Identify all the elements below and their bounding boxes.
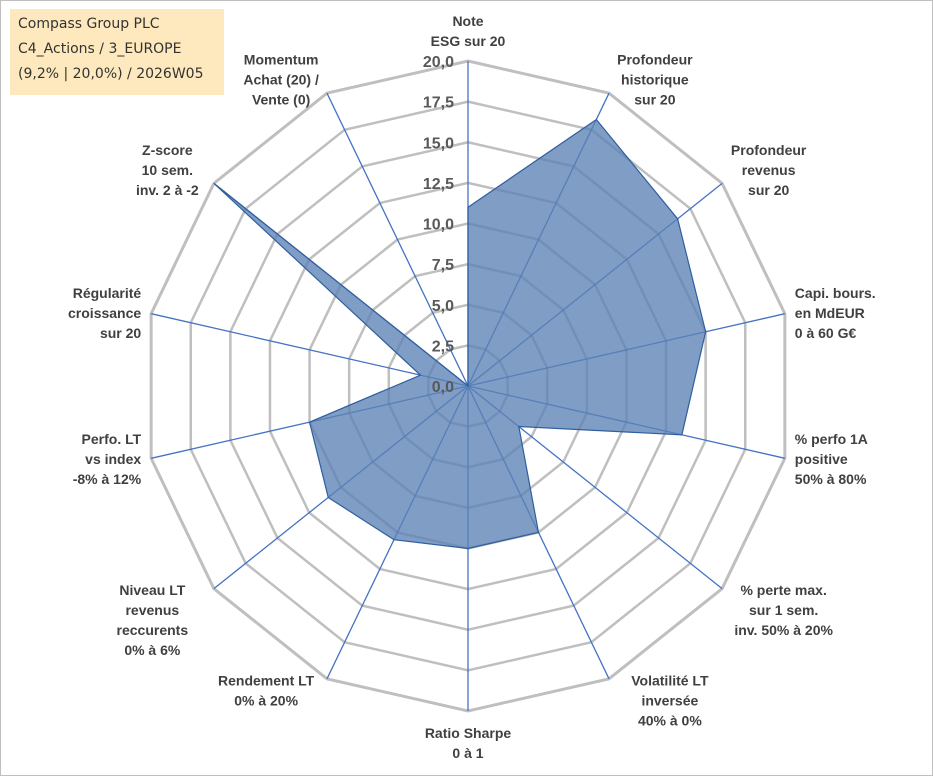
axis-label-line: Capi. bours. [795,285,876,301]
axis-label-line: revenus [742,162,796,178]
tick-label: 15,0 [423,135,454,152]
axis-label-line: -8% à 12% [73,471,142,487]
axis-label-line: vs index [85,451,141,467]
axis-label-line: inv. 2 à -2 [136,182,199,198]
axis-label-13: Momentum Achat (20) / Vente (0) [243,51,319,107]
axis-label-line: revenus [125,602,179,618]
tick-label: 2,5 [432,338,454,355]
axis-label-line: 0% à 6% [124,642,181,658]
axis-label-6: Volatilité LT inversée 40% à 0% [631,673,709,729]
axis-label-line: Perfo. LT [82,431,142,447]
axis-label-line: Achat (20) / [243,71,319,87]
axis-label-0: Note ESG sur 20 [431,13,506,49]
axis-label-line: en MdEUR [795,305,865,321]
axis-label-line: 0 à 1 [452,745,483,761]
axis-label-line: Profondeur [617,51,693,67]
spoke-11 [151,313,469,387]
stats-line: (9,2% | 20,0%) / 2026W05 [18,66,204,82]
axis-label-1: Profondeur historique sur 20 [617,51,693,107]
axis-label-line: inversée [641,693,698,709]
tick-label: 10,0 [423,217,454,234]
spoke-13 [326,92,469,387]
axis-label-10: Perfo. LT vs index -8% à 12% [73,431,142,487]
tick-label: 12,5 [423,176,454,193]
axis-label-3: Capi. bours. en MdEUR 0 à 60 G€ [795,285,876,341]
axis-label-line: Régularité [73,285,142,301]
axis-label-line: Momentum [244,51,319,67]
axis-label-line: Z-score [142,142,193,158]
tick-label: 0,0 [432,379,454,396]
axis-label-line: historique [621,71,689,87]
axis-label-line: ESG sur 20 [431,33,506,49]
axis-label-line: sur 20 [748,182,789,198]
axis-label-line: sur 20 [634,91,675,107]
axis-label-12: Z-score 10 sem. inv. 2 à -2 [136,142,199,198]
axis-label-line: Rendement LT [218,673,315,689]
axis-label-11: Régularité croissance sur 20 [68,285,141,341]
axis-label-4: % perfo 1A positive 50% à 80% [795,431,868,487]
axis-label-9: Niveau LT revenus reccurents 0% à 6% [117,582,189,658]
radar-tick-labels: 0,0 2,5 5,0 7,5 10,0 12,5 15,0 17,5 20,0 [423,54,454,396]
axis-label-line: % perte max. [740,582,826,598]
axis-label-line: Profondeur [731,142,807,158]
axis-label-line: Note [452,13,483,29]
axis-label-line: 10 sem. [142,162,193,178]
axis-label-8: Rendement LT 0% à 20% [218,673,315,709]
tick-label: 5,0 [432,298,454,315]
axis-label-line: 40% à 0% [638,713,702,729]
radar-axis-labels: Note ESG sur 20 Profondeur historique sur 20… [68,13,876,761]
axis-label-line: sur 1 sem. [749,602,818,618]
axis-label-line: % perfo 1A [795,431,868,447]
axis-label-line: 0 à 60 G€ [795,325,857,341]
axis-label-line: Niveau LT [119,582,185,598]
axis-label-line: inv. 50% à 20% [734,622,833,638]
axis-label-line: positive [795,451,848,467]
company-name: Compass Group PLC [18,16,160,32]
axis-label-line: Vente (0) [252,91,310,107]
info-box: Compass Group PLC C4_Actions / 3_EUROPE … [10,9,224,95]
axis-label-2: Profondeur revenus sur 20 [731,142,807,198]
axis-label-line: croissance [68,305,141,321]
axis-label-line: Volatilité LT [631,673,709,689]
axis-label-7: Ratio Sharpe 0 à 1 [425,725,512,761]
axis-label-line: Ratio Sharpe [425,725,512,741]
tick-label: 20,0 [423,54,454,71]
axis-label-line: reccurents [117,622,189,638]
axis-label-5: % perte max. sur 1 sem. inv. 50% à 20% [734,582,833,638]
category-line: C4_Actions / 3_EUROPE [18,41,182,57]
axis-label-line: sur 20 [100,325,141,341]
axis-label-line: 0% à 20% [234,693,298,709]
tick-label: 17,5 [423,95,454,112]
radar-series [213,118,707,550]
series-area-0 [213,118,707,550]
tick-label: 7,5 [432,257,454,274]
axis-label-line: 50% à 80% [795,471,867,487]
